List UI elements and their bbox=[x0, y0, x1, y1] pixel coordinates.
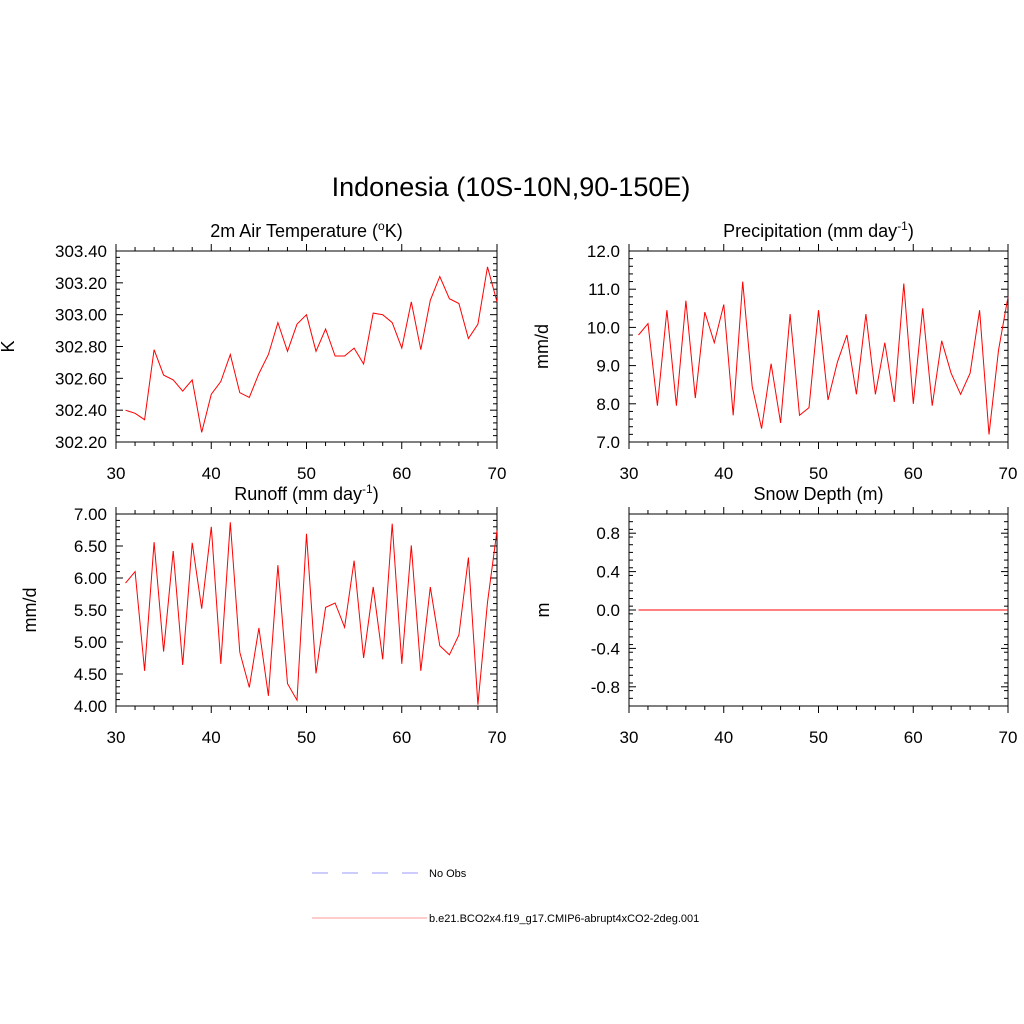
plot-frame-temperature bbox=[115, 250, 498, 443]
y-tick-label: 6.00 bbox=[74, 569, 107, 588]
panel-title-superscript: -1 bbox=[897, 219, 908, 233]
x-tick-label: 50 bbox=[809, 728, 828, 747]
panel-title-text: 2m Air Temperature ( bbox=[210, 221, 378, 241]
panel-title-superscript: o bbox=[378, 219, 385, 233]
y-tick-label: 6.50 bbox=[74, 537, 107, 556]
x-tick-label: 60 bbox=[904, 728, 923, 747]
x-tick-label: 40 bbox=[202, 728, 221, 747]
panel-title-superscript: -1 bbox=[362, 482, 373, 496]
panel-title-text: Runoff (mm day bbox=[234, 484, 362, 504]
panel-title-tail: K) bbox=[385, 221, 403, 241]
y-tick-label: 0.4 bbox=[596, 563, 620, 582]
y-tick-label: 302.60 bbox=[55, 369, 107, 388]
plot-frame-precipitation bbox=[628, 250, 1009, 443]
x-tick-label: 70 bbox=[999, 728, 1018, 747]
x-tick-label: 60 bbox=[392, 728, 411, 747]
y-tick-label: -0.8 bbox=[591, 678, 620, 697]
x-tick-label: 40 bbox=[714, 464, 733, 483]
y-tick-label: 5.50 bbox=[74, 601, 107, 620]
y-tick-label: 10.0 bbox=[587, 318, 620, 337]
series-line-temperature bbox=[125, 266, 498, 433]
x-tick-label: 30 bbox=[620, 728, 639, 747]
plot-frame-runoff bbox=[115, 513, 498, 707]
x-tick-label: 50 bbox=[809, 464, 828, 483]
y-tick-label: 0.8 bbox=[596, 524, 620, 543]
legend-label-no-obs: No Obs bbox=[429, 868, 467, 880]
y-tick-label: 11.0 bbox=[588, 280, 620, 299]
panel-title-text: Snow Depth (m) bbox=[753, 484, 883, 504]
y-tick-label: 302.80 bbox=[55, 338, 107, 357]
y-tick-label: 4.50 bbox=[74, 665, 107, 684]
x-tick-label: 40 bbox=[202, 464, 221, 483]
legend: No Obs b.e21.BCO2x4.f19_g17.CMIP6-abrupt… bbox=[312, 868, 699, 925]
panel-title-precipitation: Precipitation (mm day-1) bbox=[723, 219, 914, 241]
y-tick-label: 303.00 bbox=[55, 306, 107, 325]
x-tick-label: 50 bbox=[297, 464, 316, 483]
y-tick-label: -0.4 bbox=[591, 639, 620, 658]
y-axis-label-precipitation: mm/d bbox=[532, 324, 552, 369]
panel-snow-depth: Snow Depth (m) m -0.8 -0.4 0.0 0.4 0.8 30 40 50 60… bbox=[533, 484, 1017, 747]
x-tick-label: 70 bbox=[999, 464, 1018, 483]
legend-label-model: b.e21.BCO2x4.f19_g17.CMIP6-abrupt4xCO2-2… bbox=[429, 913, 699, 925]
panel-temperature: 2m Air Temperature (oK) K 302.20 302.40 302.… bbox=[0, 219, 506, 483]
series-line-precipitation bbox=[638, 281, 1009, 435]
panel-title-tail: ) bbox=[908, 221, 914, 241]
y-tick-label: 12.0 bbox=[587, 242, 620, 261]
y-tick-label: 302.40 bbox=[55, 401, 107, 420]
y-tick-label: 9.0 bbox=[596, 357, 620, 376]
y-tick-label: 303.20 bbox=[55, 274, 107, 293]
panel-title-runoff: Runoff (mm day-1) bbox=[234, 482, 378, 504]
x-tick-label: 60 bbox=[904, 464, 923, 483]
panel-title-snow-depth: Snow Depth (m) bbox=[753, 484, 883, 504]
y-axis-label-runoff: mm/d bbox=[20, 588, 40, 633]
x-tick-label: 30 bbox=[107, 728, 126, 747]
x-tick-label: 40 bbox=[714, 728, 733, 747]
y-axis-label-snow-depth: m bbox=[533, 603, 553, 618]
y-tick-label: 4.00 bbox=[74, 697, 107, 716]
y-tick-label: 302.20 bbox=[55, 433, 107, 452]
y-tick-label: 5.00 bbox=[74, 633, 107, 652]
y-tick-label: 0.0 bbox=[596, 601, 620, 620]
x-tick-label: 70 bbox=[488, 728, 507, 747]
y-tick-label: 7.00 bbox=[74, 505, 107, 524]
figure-title: Indonesia (10S-10N,90-150E) bbox=[332, 172, 691, 202]
x-tick-label: 30 bbox=[107, 464, 126, 483]
panel-title-tail: ) bbox=[373, 484, 379, 504]
panel-runoff: Runoff (mm day-1) mm/d 4.00 4.50 5.00 5.50 6.0… bbox=[20, 482, 506, 747]
x-tick-label: 50 bbox=[297, 728, 316, 747]
panels: 2m Air Temperature (oK) K 302.20 302.40 302.… bbox=[0, 219, 1017, 747]
panel-title-temperature: 2m Air Temperature (oK) bbox=[210, 219, 402, 241]
y-axis-label-temperature: K bbox=[0, 340, 18, 352]
panel-title-text: Precipitation (mm day bbox=[723, 221, 897, 241]
y-tick-label: 8.0 bbox=[596, 395, 620, 414]
panel-precipitation: Precipitation (mm day-1) mm/d 7.0 8.0 9.0 10.… bbox=[532, 219, 1017, 483]
x-tick-label: 60 bbox=[392, 464, 411, 483]
y-tick-label: 303.40 bbox=[55, 242, 107, 261]
x-tick-label: 30 bbox=[620, 464, 639, 483]
y-tick-label: 7.0 bbox=[596, 433, 620, 452]
series-line-runoff bbox=[125, 522, 498, 705]
x-tick-label: 70 bbox=[488, 464, 507, 483]
